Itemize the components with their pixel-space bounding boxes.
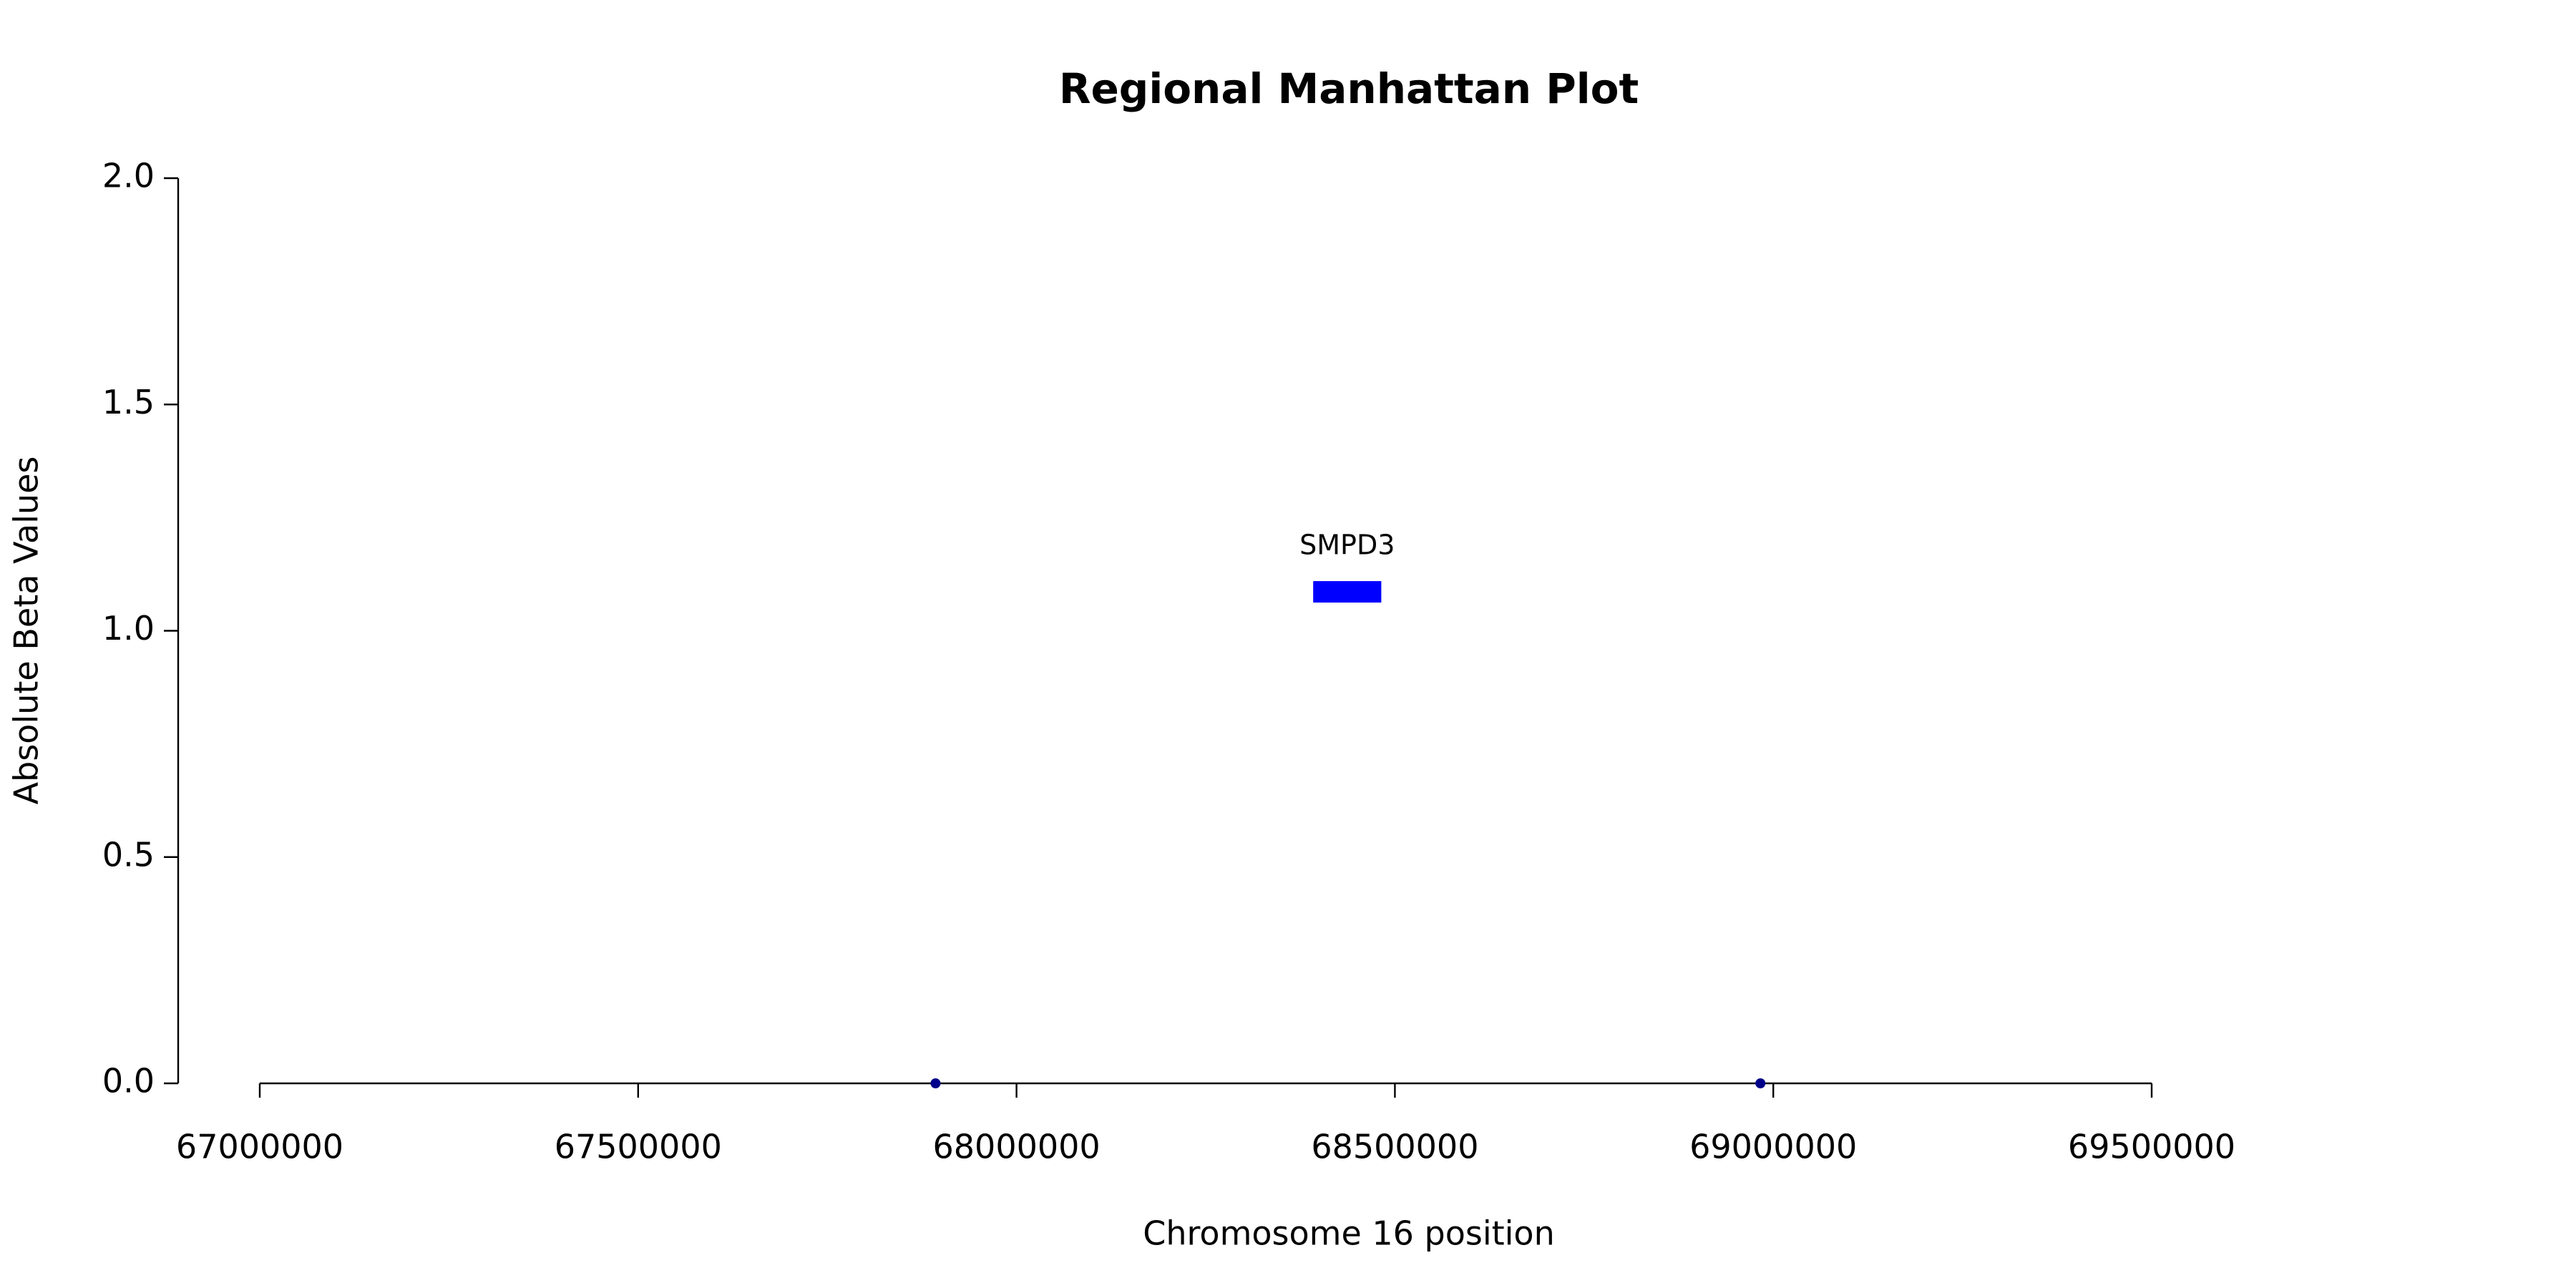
x-axis-label: Chromosome 16 position bbox=[1143, 1214, 1554, 1253]
data-point bbox=[930, 1078, 941, 1088]
x-tick-label: 68500000 bbox=[1311, 1128, 1478, 1166]
y-tick-label: 0.5 bbox=[102, 835, 155, 874]
x-tick-label: 67500000 bbox=[555, 1128, 722, 1166]
y-axis-label: Absolute Beta Values bbox=[7, 457, 46, 805]
x-tick-label: 69000000 bbox=[1689, 1128, 1857, 1166]
x-tick-label: 68000000 bbox=[933, 1128, 1101, 1166]
y-tick-label: 2.0 bbox=[102, 157, 155, 195]
chart-title: Regional Manhattan Plot bbox=[1059, 64, 1639, 113]
y-tick-label: 1.0 bbox=[102, 609, 155, 648]
gene-bar bbox=[1313, 581, 1382, 603]
data-point bbox=[1755, 1078, 1766, 1088]
x-tick-label: 67000000 bbox=[176, 1128, 343, 1166]
x-tick-label: 69500000 bbox=[2068, 1128, 2235, 1166]
gene-label: SMPD3 bbox=[1299, 530, 1395, 561]
y-tick-label: 1.5 bbox=[102, 383, 155, 421]
y-tick-label: 0.0 bbox=[102, 1062, 155, 1101]
